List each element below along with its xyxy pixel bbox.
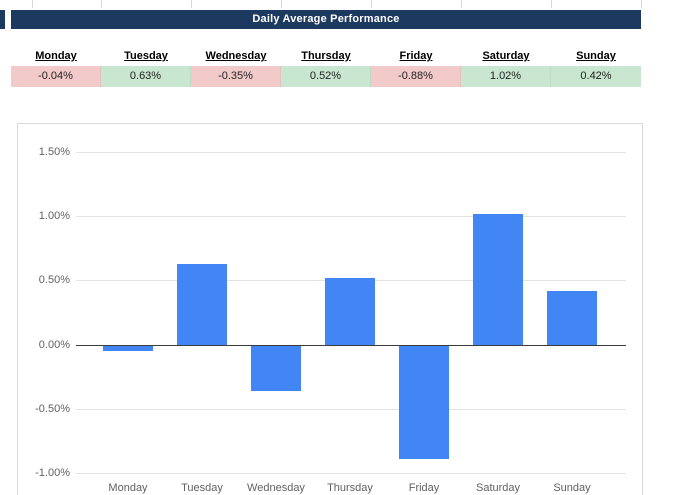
chart-bar[interactable] — [473, 214, 523, 345]
day-value-cell[interactable]: -0.04% — [11, 66, 101, 87]
column-gridline-tick — [32, 0, 33, 8]
y-axis-label: 1.00% — [38, 210, 70, 222]
column-gridline-tick — [551, 0, 552, 8]
adjacent-title-fragment — [0, 10, 5, 29]
day-value-cell[interactable]: 0.52% — [281, 66, 371, 87]
day-value-cell[interactable]: 1.02% — [461, 66, 551, 87]
chart-bar[interactable] — [325, 278, 375, 345]
day-header-row: Monday Tuesday Wednesday Thursday Friday Satu… — [11, 48, 641, 65]
column-gridline-tick — [101, 0, 102, 8]
day-header-cell[interactable]: Friday — [399, 50, 433, 62]
day-value-cell[interactable]: 0.42% — [551, 66, 641, 87]
y-axis-label: -1.00% — [35, 467, 70, 479]
zero-axis-line — [76, 345, 626, 346]
day-value-row: -0.04% 0.63% -0.35% 0.52% -0.88% 1.02% 0.42% — [11, 66, 641, 87]
y-axis-label: 0.50% — [38, 274, 70, 286]
column-gridline-tick — [281, 0, 282, 8]
chart-bar[interactable] — [547, 291, 597, 345]
column-gridline-tick — [371, 0, 372, 8]
day-value-cell[interactable]: 0.63% — [101, 66, 191, 87]
y-axis-label: -0.50% — [35, 403, 70, 415]
x-axis-label: Thursday — [327, 482, 373, 494]
x-axis-label: Saturday — [475, 482, 521, 494]
x-axis-label: Monday — [108, 482, 148, 494]
day-header-cell[interactable]: Wednesday — [205, 50, 267, 62]
x-axis-label: Friday — [408, 482, 440, 494]
day-value-cell[interactable]: -0.35% — [191, 66, 281, 87]
chart-bar[interactable] — [103, 346, 153, 351]
gridline — [76, 152, 626, 153]
chart-bar[interactable] — [399, 346, 449, 459]
column-gridline-tick — [641, 0, 642, 8]
y-axis-label: 0.00% — [38, 339, 70, 351]
x-axis-label: Wednesday — [247, 482, 305, 494]
gridline — [76, 473, 626, 474]
chart-plot-area: 1.50% 1.00% 0.50% 0.00% -0.50% -1.00% Monday Tu… — [35, 146, 626, 494]
column-gridline-tick — [191, 0, 192, 8]
chart-bar[interactable] — [177, 264, 227, 345]
day-header-cell[interactable]: Monday — [35, 50, 77, 62]
gridline — [76, 409, 626, 410]
day-header-cell[interactable]: Saturday — [482, 50, 530, 62]
day-value-cell[interactable]: -0.88% — [371, 66, 461, 87]
day-header-cell[interactable]: Tuesday — [124, 50, 168, 62]
y-axis-label: 1.50% — [38, 146, 70, 158]
x-axis-label: Tuesday — [181, 482, 223, 494]
chart-bar[interactable] — [251, 346, 301, 391]
column-gridline-tick — [461, 0, 462, 8]
day-header-cell[interactable]: Thursday — [301, 50, 351, 62]
day-header-cell[interactable]: Sunday — [576, 50, 616, 62]
performance-bar-chart[interactable]: 1.50% 1.00% 0.50% 0.00% -0.50% -1.00% Monday Tu… — [17, 123, 643, 495]
gridline — [76, 216, 626, 217]
table-title[interactable]: Daily Average Performance — [11, 10, 641, 29]
x-axis-label: Sunday — [553, 482, 591, 494]
